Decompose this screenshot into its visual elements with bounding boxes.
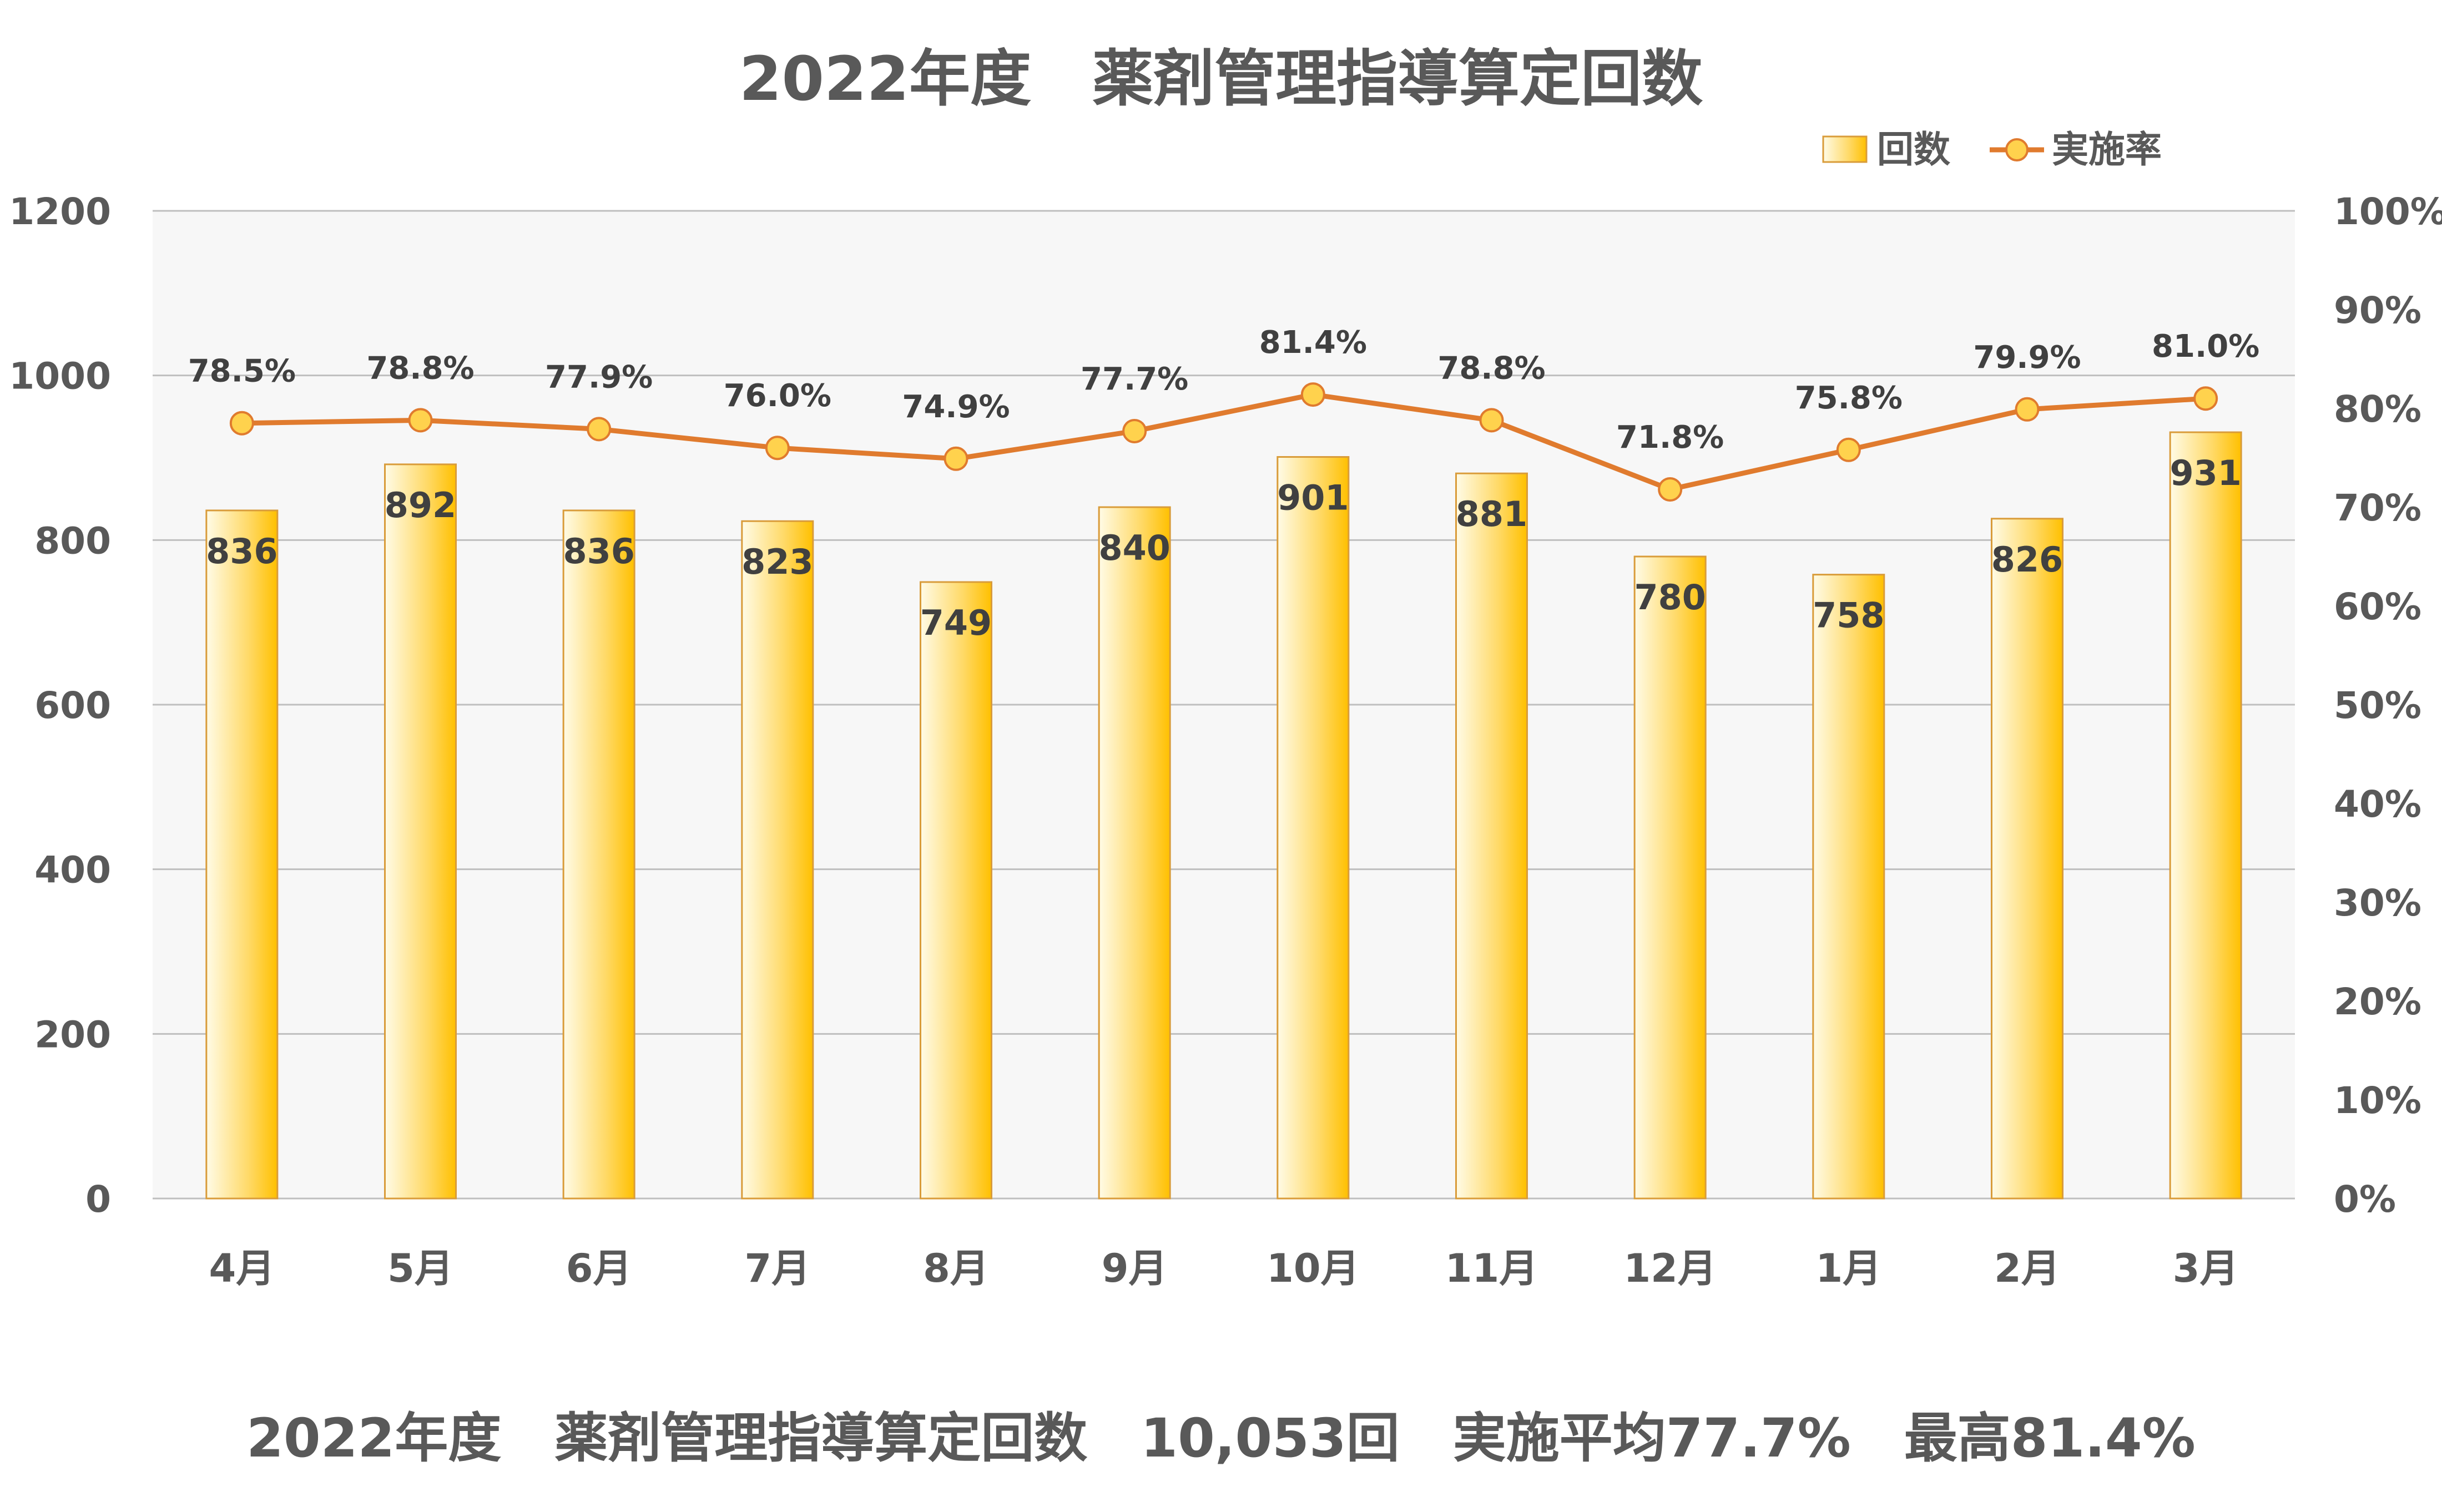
x-tick-label: 10月	[1267, 1246, 1359, 1291]
rate-marker	[1836, 437, 1861, 462]
rate-marker	[1479, 408, 1504, 433]
bar-value-label: 749	[920, 603, 992, 643]
x-tick-label: 2月	[1994, 1246, 2060, 1291]
rate-marker	[944, 446, 968, 471]
x-tick-label: 6月	[566, 1246, 632, 1291]
y-right-tick-label: 0%	[2334, 1178, 2396, 1221]
chart-title: 2022年度 薬剤管理指導算定回数	[739, 43, 1703, 114]
x-tick-label: 11月	[1445, 1246, 1538, 1291]
x-tick-label: 4月	[209, 1246, 275, 1291]
x-tick-label: 3月	[2173, 1246, 2239, 1291]
legend-bar-label: 回数	[1877, 128, 1950, 171]
rate-marker	[408, 408, 433, 433]
rate-value-label: 78.8%	[1437, 350, 1545, 386]
legend-line-label: 実施率	[2052, 128, 2162, 171]
y-right-tick-label: 70%	[2334, 487, 2421, 529]
bar-value-label: 931	[2169, 453, 2241, 493]
rate-marker	[765, 436, 790, 461]
y-right-tick-label: 80%	[2334, 388, 2421, 431]
x-tick-label: 8月	[923, 1246, 989, 1291]
rate-marker	[2015, 397, 2040, 422]
rate-marker	[2193, 386, 2218, 411]
summary-footer: 2022年度 薬剤管理指導算定回数 10,053回 実施平均77.7% 最高81…	[246, 1407, 2196, 1469]
x-axis: 4月 5月 6月 7月 8月 9月 10月 11月 12月 1月 2月 3月	[209, 1246, 2238, 1291]
rate-value-label: 75.8%	[1795, 380, 1903, 416]
y-right-tick-label: 100%	[2334, 190, 2442, 233]
bar-value-label: 840	[1098, 528, 1170, 568]
y-right-tick-label: 40%	[2334, 783, 2421, 826]
rate-line	[241, 392, 2206, 492]
gridlines	[153, 210, 2295, 1200]
legend: 回数 実施率	[1822, 128, 2162, 171]
legend-line-marker	[2005, 138, 2029, 161]
bar-value-label: 901	[1277, 478, 1349, 518]
y-left-tick-label: 1200	[9, 190, 111, 233]
rate-marker	[1122, 418, 1147, 443]
bar-value-label: 758	[1813, 595, 1884, 636]
bar-series: 836 892 836 823 749 840 901 881 780 758 826 931	[205, 431, 2242, 1200]
rate-marker	[229, 411, 254, 436]
bar-value-label: 826	[1991, 539, 2063, 580]
bar	[562, 509, 635, 1200]
y-right-tick-label: 10%	[2334, 1079, 2421, 1122]
bar	[1455, 472, 1528, 1200]
rate-value-label: 81.0%	[2152, 328, 2259, 365]
bar-value-label: 836	[563, 531, 634, 572]
y-right-tick-label: 30%	[2334, 882, 2421, 924]
y-left-tick-label: 1000	[9, 355, 111, 398]
bar-value-label: 780	[1634, 577, 1706, 618]
y-left-tick-label: 200	[34, 1013, 111, 1056]
rate-value-label: 79.9%	[1973, 340, 2081, 376]
bar-value-label: 881	[1456, 494, 1527, 534]
rate-value-label: 77.9%	[545, 359, 653, 395]
y-right-tick-label: 50%	[2334, 684, 2421, 727]
y-right-tick-label: 90%	[2334, 289, 2421, 332]
rate-value-label: 71.8%	[1616, 419, 1724, 456]
y-left-tick-label: 800	[34, 519, 111, 562]
rate-marker	[1300, 382, 1325, 407]
bar	[1276, 456, 1350, 1200]
y-left-tick-label: 600	[34, 684, 111, 727]
y-left-tick-label: 400	[34, 849, 111, 892]
rate-series: 78.5% 78.8% 77.9% 76.0% 74.9% 77.7% 81.4% 78.8%…	[188, 325, 2259, 502]
bar-value-label: 892	[385, 485, 456, 525]
rate-value-label: 74.9%	[902, 389, 1010, 425]
x-tick-label: 5月	[387, 1246, 453, 1291]
y-right-tick-label: 60%	[2334, 585, 2421, 628]
bar	[741, 520, 814, 1200]
bar	[384, 463, 457, 1200]
bar	[1633, 555, 1707, 1200]
rate-marker	[587, 417, 612, 442]
bar-value-label: 823	[741, 542, 813, 582]
x-tick-label: 7月	[744, 1246, 810, 1291]
x-tick-label: 1月	[1815, 1246, 1881, 1291]
bar	[1991, 518, 2063, 1200]
bar	[205, 509, 279, 1200]
y-left-tick-label: 0	[85, 1178, 111, 1221]
rate-marker	[1658, 477, 1683, 502]
x-tick-label: 12月	[1623, 1246, 1716, 1291]
bar	[920, 581, 992, 1200]
legend-bar-swatch	[1822, 135, 1868, 163]
bar	[1812, 574, 1885, 1200]
rate-value-label: 77.7%	[1081, 361, 1188, 397]
right-y-axis: 0% 10% 20% 30% 40% 50% 60% 70% 80% 90% 100%	[2334, 190, 2442, 1221]
x-tick-label: 9月	[1102, 1246, 1168, 1291]
left-y-axis: 0 200 400 600 800 1000 1200	[9, 190, 111, 1221]
rate-value-label: 76.0%	[724, 378, 831, 414]
rate-value-label: 78.5%	[188, 353, 296, 390]
rate-value-label: 78.8%	[366, 350, 474, 386]
rate-value-label: 81.4%	[1259, 325, 1367, 361]
bar	[2169, 431, 2242, 1200]
y-right-tick-label: 20%	[2334, 980, 2421, 1023]
bar-value-label: 836	[206, 531, 278, 572]
bar	[1098, 506, 1171, 1200]
